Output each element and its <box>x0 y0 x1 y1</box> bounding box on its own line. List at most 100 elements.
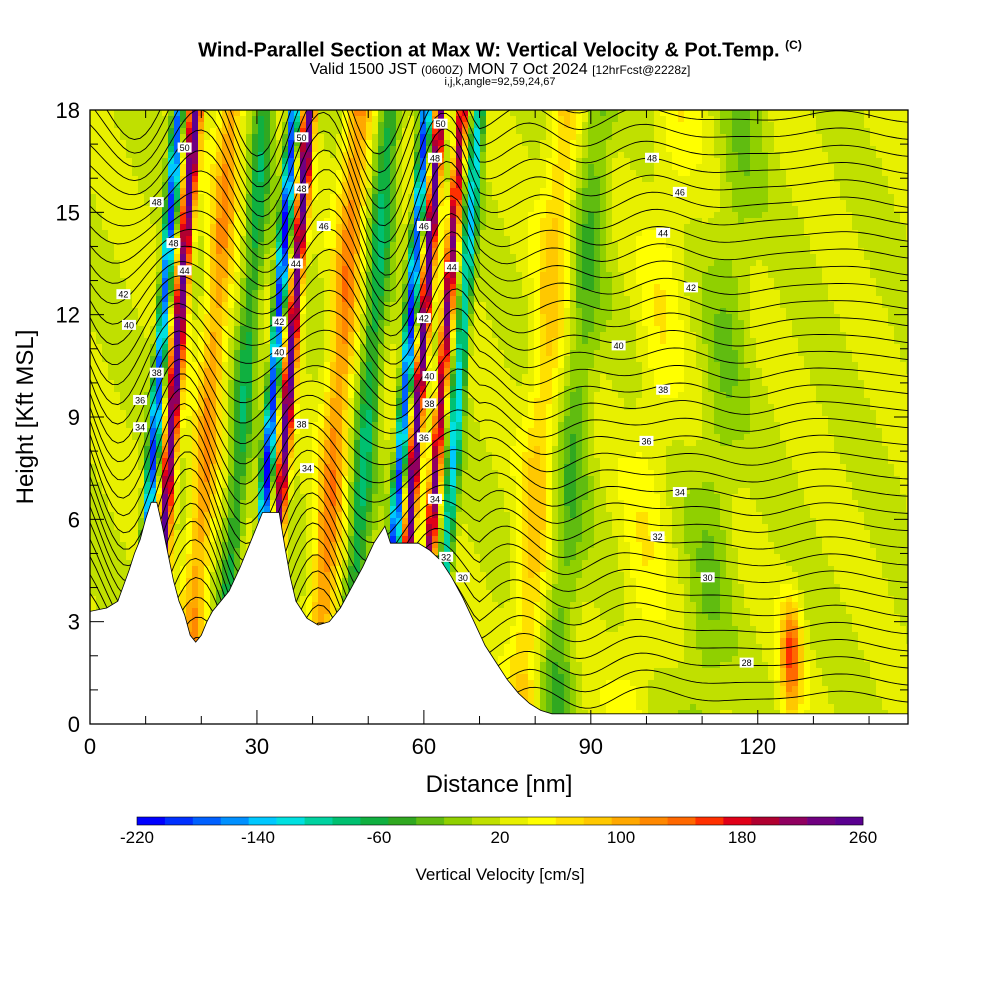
velocity-cell <box>198 320 205 327</box>
velocity-cell <box>126 170 133 177</box>
velocity-cell <box>360 332 367 339</box>
velocity-cell <box>198 488 205 495</box>
velocity-cell <box>204 536 211 543</box>
velocity-cell <box>330 314 337 321</box>
velocity-cell <box>318 236 325 243</box>
velocity-cell <box>174 488 181 495</box>
velocity-cell <box>252 290 259 297</box>
velocity-cell <box>258 206 265 213</box>
velocity-cell <box>162 110 169 117</box>
velocity-cell <box>264 374 271 381</box>
velocity-cell <box>228 326 235 333</box>
velocity-cell <box>330 434 337 441</box>
velocity-cell <box>120 578 127 585</box>
velocity-cell <box>234 464 241 471</box>
velocity-cell <box>294 512 301 519</box>
velocity-cell <box>240 338 247 345</box>
velocity-cell <box>102 350 109 357</box>
velocity-cell <box>306 368 313 375</box>
velocity-cell <box>102 134 109 141</box>
velocity-cell <box>342 200 349 207</box>
velocity-cell <box>108 392 115 399</box>
velocity-cell <box>258 500 265 507</box>
velocity-cell <box>276 356 283 363</box>
velocity-cell <box>372 224 379 231</box>
velocity-cell <box>372 326 379 333</box>
velocity-cell <box>348 290 355 297</box>
velocity-cell <box>324 434 331 441</box>
velocity-cell <box>228 440 235 447</box>
velocity-cell <box>204 164 211 171</box>
velocity-cell <box>198 344 205 351</box>
velocity-cell <box>360 110 367 117</box>
velocity-cell <box>96 206 103 213</box>
velocity-cell <box>348 332 355 339</box>
velocity-cell <box>180 434 187 441</box>
velocity-cell <box>258 398 265 405</box>
velocity-cell <box>168 128 175 135</box>
velocity-cell <box>108 362 115 369</box>
velocity-cell <box>102 554 109 561</box>
velocity-cell <box>300 152 307 159</box>
velocity-cell <box>324 368 331 375</box>
velocity-cell <box>228 158 235 165</box>
velocity-cell <box>324 176 331 183</box>
velocity-cell <box>330 542 337 549</box>
velocity-cell <box>174 542 181 549</box>
velocity-cell <box>366 380 373 387</box>
velocity-cell <box>114 494 121 501</box>
velocity-cell <box>198 572 205 579</box>
velocity-cell <box>372 416 379 423</box>
velocity-cell <box>156 494 163 501</box>
velocity-cell <box>132 302 139 309</box>
velocity-cell <box>378 344 385 351</box>
velocity-cell <box>336 302 343 309</box>
velocity-cell <box>192 122 199 129</box>
velocity-cell <box>246 284 253 291</box>
velocity-cell <box>276 128 283 135</box>
velocity-cell <box>366 524 373 531</box>
velocity-cell <box>282 110 289 117</box>
velocity-cell <box>144 428 151 435</box>
velocity-cell <box>210 542 217 549</box>
velocity-cell <box>228 446 235 453</box>
velocity-cell <box>204 446 211 453</box>
velocity-cell <box>150 164 157 171</box>
velocity-cell <box>288 194 295 201</box>
velocity-cell <box>270 488 277 495</box>
velocity-cell <box>216 482 223 489</box>
velocity-cell <box>210 158 217 165</box>
velocity-cell <box>246 374 253 381</box>
velocity-cell <box>222 476 229 483</box>
velocity-cell <box>264 326 271 333</box>
velocity-cell <box>162 392 169 399</box>
velocity-cell <box>120 524 127 531</box>
velocity-cell <box>228 248 235 255</box>
velocity-cell <box>138 308 145 315</box>
velocity-cell <box>324 470 331 477</box>
velocity-cell <box>300 410 307 417</box>
velocity-cell <box>120 194 127 201</box>
velocity-cell <box>348 560 355 567</box>
velocity-cell <box>108 128 115 135</box>
velocity-cell <box>312 392 319 399</box>
velocity-cell <box>96 320 103 327</box>
velocity-cell <box>324 230 331 237</box>
velocity-cell <box>192 296 199 303</box>
velocity-cell <box>288 182 295 189</box>
velocity-cell <box>324 554 331 561</box>
velocity-cell <box>198 140 205 147</box>
velocity-cell <box>186 332 193 339</box>
velocity-cell <box>270 152 277 159</box>
velocity-cell <box>156 314 163 321</box>
velocity-cell <box>162 350 169 357</box>
velocity-cell <box>372 386 379 393</box>
velocity-cell <box>282 290 289 297</box>
velocity-cell <box>324 518 331 525</box>
velocity-cell <box>186 260 193 267</box>
velocity-cell <box>234 320 241 327</box>
velocity-cell <box>198 524 205 531</box>
velocity-cell <box>264 116 271 123</box>
velocity-cell <box>294 320 301 327</box>
velocity-cell <box>174 458 181 465</box>
